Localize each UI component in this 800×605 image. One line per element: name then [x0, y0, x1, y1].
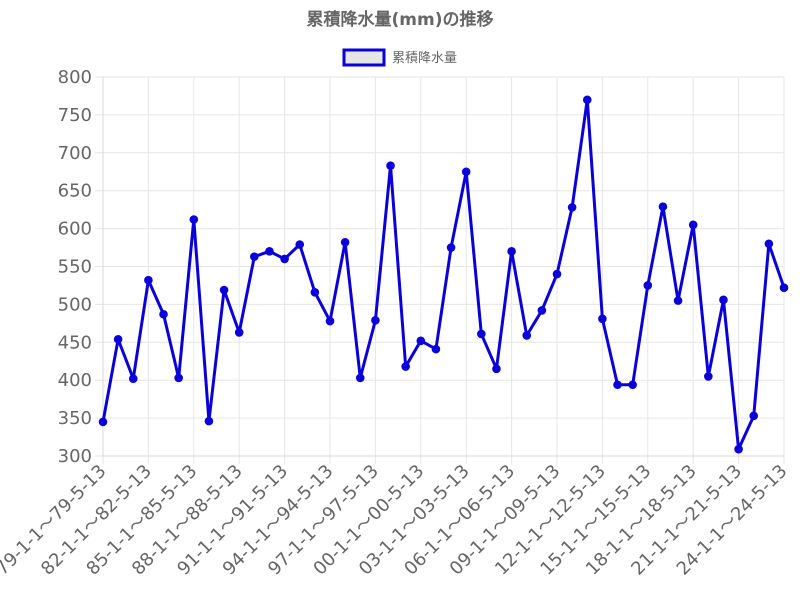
- data-point[interactable]: [537, 306, 547, 315]
- y-tick-label: 300: [58, 446, 92, 467]
- data-point[interactable]: [749, 411, 759, 421]
- data-point[interactable]: [658, 202, 668, 211]
- data-point[interactable]: [371, 316, 380, 325]
- data-point[interactable]: [265, 247, 274, 256]
- data-point[interactable]: [280, 254, 289, 264]
- y-tick-label: 400: [58, 370, 92, 391]
- legend[interactable]: 累積降水量: [342, 48, 457, 67]
- data-point[interactable]: [734, 444, 743, 454]
- data-point[interactable]: [492, 364, 501, 374]
- data-point[interactable]: [401, 362, 410, 371]
- data-point[interactable]: [643, 281, 653, 290]
- y-tick-label: 550: [58, 257, 92, 278]
- y-axis: 300 350 400 450 500 550 600 650 700 750 800: [58, 67, 104, 467]
- data-point[interactable]: [159, 309, 168, 319]
- data-point[interactable]: [431, 344, 441, 354]
- legend-label: 累積降水量: [392, 51, 457, 66]
- data-point[interactable]: [461, 167, 471, 177]
- x-axis: 79-1-1～79-5-1382-1-1～82-5-1385-1-1～85-5-…: [0, 455, 792, 580]
- data-point[interactable]: [340, 237, 350, 247]
- data-point[interactable]: [144, 275, 153, 285]
- series-line: [101, 98, 786, 451]
- data-point[interactable]: [704, 372, 713, 381]
- data-point[interactable]: [613, 380, 622, 390]
- data-point[interactable]: [98, 417, 108, 427]
- y-tick-label: 700: [58, 143, 92, 164]
- data-point[interactable]: [628, 380, 637, 390]
- data-point[interactable]: [477, 329, 486, 339]
- y-tick-label: 800: [58, 67, 92, 88]
- data-point[interactable]: [567, 203, 577, 212]
- data-point[interactable]: [673, 296, 683, 305]
- data-point[interactable]: [764, 239, 774, 249]
- data-point[interactable]: [779, 283, 789, 293]
- y-tick-label: 750: [58, 105, 92, 126]
- data-point[interactable]: [204, 416, 214, 426]
- y-tick-label: 350: [58, 408, 92, 429]
- data-point[interactable]: [234, 328, 244, 337]
- data-point[interactable]: [219, 285, 229, 295]
- data-point[interactable]: [174, 373, 183, 383]
- series-layer: [98, 95, 789, 454]
- data-point[interactable]: [128, 374, 138, 383]
- data-point[interactable]: [688, 220, 698, 230]
- data-point[interactable]: [446, 243, 456, 252]
- data-point[interactable]: [416, 336, 426, 346]
- y-tick-label: 650: [58, 181, 92, 202]
- data-point[interactable]: [113, 334, 123, 344]
- data-point[interactable]: [522, 331, 532, 340]
- data-point[interactable]: [386, 161, 395, 170]
- data-point[interactable]: [355, 373, 365, 383]
- data-point[interactable]: [507, 247, 516, 256]
- y-tick-label: 500: [58, 294, 92, 315]
- data-point[interactable]: [598, 314, 607, 324]
- data-point[interactable]: [325, 316, 335, 326]
- data-point[interactable]: [552, 269, 562, 279]
- data-point[interactable]: [250, 252, 259, 261]
- data-point[interactable]: [189, 215, 199, 224]
- data-point[interactable]: [582, 95, 592, 105]
- data-point[interactable]: [719, 295, 728, 305]
- y-tick-label: 450: [58, 332, 92, 353]
- legend-swatch: [342, 48, 386, 67]
- data-point[interactable]: [295, 240, 305, 249]
- chart-title: 累積降水量(mm)の推移: [307, 9, 494, 30]
- y-tick-label: 600: [58, 219, 92, 240]
- data-point[interactable]: [310, 287, 320, 297]
